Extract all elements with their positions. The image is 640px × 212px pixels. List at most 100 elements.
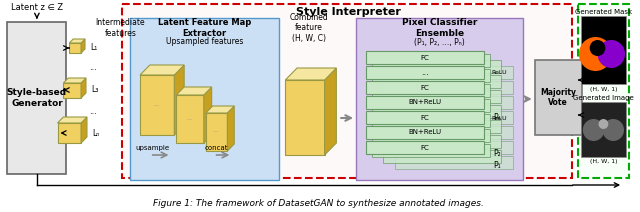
Text: ...: ... bbox=[186, 116, 192, 120]
Text: P₁: P₁ bbox=[493, 162, 501, 170]
Polygon shape bbox=[81, 78, 86, 98]
Polygon shape bbox=[206, 106, 234, 113]
Circle shape bbox=[583, 119, 604, 141]
FancyBboxPatch shape bbox=[372, 129, 490, 142]
FancyBboxPatch shape bbox=[396, 66, 513, 79]
Text: (H, W, 1): (H, W, 1) bbox=[589, 159, 617, 165]
FancyBboxPatch shape bbox=[383, 60, 501, 73]
Text: Generated Image: Generated Image bbox=[573, 95, 634, 101]
Text: P₂: P₂ bbox=[493, 148, 501, 158]
Text: ...: ... bbox=[420, 68, 429, 77]
FancyBboxPatch shape bbox=[383, 90, 501, 103]
FancyBboxPatch shape bbox=[366, 81, 484, 94]
Polygon shape bbox=[69, 43, 81, 53]
Circle shape bbox=[598, 40, 625, 68]
Text: FC: FC bbox=[420, 145, 429, 151]
Text: Latent Feature Map
Extractor: Latent Feature Map Extractor bbox=[158, 18, 252, 38]
Text: Majority
Vote: Majority Vote bbox=[540, 88, 576, 107]
Text: L₃: L₃ bbox=[91, 85, 99, 95]
Text: ReLU: ReLU bbox=[492, 116, 507, 120]
Text: FC: FC bbox=[420, 54, 429, 60]
Polygon shape bbox=[140, 65, 184, 75]
Text: ...: ... bbox=[89, 106, 97, 116]
FancyBboxPatch shape bbox=[372, 54, 490, 67]
Polygon shape bbox=[69, 39, 85, 43]
Polygon shape bbox=[58, 117, 87, 123]
FancyBboxPatch shape bbox=[366, 111, 484, 124]
Text: Style-based
Generator: Style-based Generator bbox=[7, 88, 67, 108]
Text: upsample: upsample bbox=[136, 145, 170, 151]
Text: concat: concat bbox=[205, 145, 228, 151]
Text: L₁: L₁ bbox=[90, 43, 97, 53]
Polygon shape bbox=[63, 83, 81, 98]
FancyBboxPatch shape bbox=[534, 60, 582, 135]
FancyBboxPatch shape bbox=[383, 120, 501, 133]
FancyBboxPatch shape bbox=[383, 135, 501, 148]
FancyBboxPatch shape bbox=[396, 156, 513, 169]
FancyBboxPatch shape bbox=[396, 141, 513, 154]
FancyBboxPatch shape bbox=[396, 126, 513, 139]
Polygon shape bbox=[176, 95, 204, 143]
Polygon shape bbox=[81, 39, 85, 53]
Text: FC: FC bbox=[420, 85, 429, 91]
Polygon shape bbox=[63, 78, 86, 83]
FancyBboxPatch shape bbox=[396, 111, 513, 124]
FancyBboxPatch shape bbox=[130, 18, 280, 180]
Polygon shape bbox=[204, 87, 212, 143]
Circle shape bbox=[598, 119, 609, 129]
Circle shape bbox=[589, 40, 605, 56]
Text: Latent z ∈ Z: Latent z ∈ Z bbox=[11, 4, 63, 13]
FancyBboxPatch shape bbox=[366, 141, 484, 154]
FancyBboxPatch shape bbox=[366, 126, 484, 139]
FancyBboxPatch shape bbox=[372, 99, 490, 112]
Text: FC: FC bbox=[420, 114, 429, 120]
FancyBboxPatch shape bbox=[122, 4, 572, 178]
Polygon shape bbox=[140, 75, 174, 135]
Text: (H, W, 1): (H, W, 1) bbox=[589, 86, 617, 92]
Text: BN+ReLU: BN+ReLU bbox=[408, 99, 442, 106]
Text: Generated Mask: Generated Mask bbox=[575, 9, 632, 15]
Polygon shape bbox=[176, 87, 212, 95]
Polygon shape bbox=[81, 117, 87, 143]
FancyBboxPatch shape bbox=[578, 4, 629, 178]
Text: Lₙ: Lₙ bbox=[92, 128, 99, 138]
Text: Upsampled features: Upsampled features bbox=[166, 38, 243, 46]
Text: Intermediate
features: Intermediate features bbox=[95, 18, 145, 38]
Polygon shape bbox=[227, 106, 234, 151]
FancyBboxPatch shape bbox=[372, 144, 490, 157]
FancyBboxPatch shape bbox=[383, 150, 501, 163]
FancyBboxPatch shape bbox=[366, 66, 484, 79]
FancyBboxPatch shape bbox=[8, 22, 67, 174]
FancyBboxPatch shape bbox=[372, 114, 490, 127]
FancyBboxPatch shape bbox=[366, 51, 484, 64]
Text: Pₙ: Pₙ bbox=[493, 113, 501, 123]
FancyBboxPatch shape bbox=[396, 81, 513, 94]
Text: Combined
feature
(H, W, C): Combined feature (H, W, C) bbox=[289, 13, 328, 43]
FancyBboxPatch shape bbox=[383, 75, 501, 88]
FancyBboxPatch shape bbox=[372, 84, 490, 97]
FancyBboxPatch shape bbox=[356, 18, 523, 180]
FancyBboxPatch shape bbox=[372, 69, 490, 82]
Polygon shape bbox=[324, 68, 337, 155]
Polygon shape bbox=[206, 113, 227, 151]
FancyBboxPatch shape bbox=[396, 96, 513, 109]
Text: ...: ... bbox=[89, 64, 97, 73]
FancyBboxPatch shape bbox=[581, 102, 626, 157]
Text: Figure 1: The framework of DatasetGAN to synthesize annotated images.: Figure 1: The framework of DatasetGAN to… bbox=[153, 199, 484, 208]
Text: ...: ... bbox=[154, 102, 159, 107]
Polygon shape bbox=[174, 65, 184, 135]
FancyBboxPatch shape bbox=[366, 96, 484, 109]
Circle shape bbox=[602, 119, 624, 141]
Text: ...: ... bbox=[212, 128, 219, 134]
Text: Pixel Classifier
Ensemble: Pixel Classifier Ensemble bbox=[402, 18, 477, 38]
Circle shape bbox=[579, 37, 612, 71]
Polygon shape bbox=[58, 123, 81, 143]
Text: (P₁, P₂, …, Pₙ): (P₁, P₂, …, Pₙ) bbox=[414, 38, 465, 46]
Polygon shape bbox=[285, 68, 337, 80]
Text: BN+ReLU: BN+ReLU bbox=[408, 130, 442, 135]
Text: Style Interpreter: Style Interpreter bbox=[296, 7, 401, 17]
FancyBboxPatch shape bbox=[383, 105, 501, 118]
Polygon shape bbox=[285, 80, 324, 155]
Text: ReLU: ReLU bbox=[492, 71, 507, 75]
FancyBboxPatch shape bbox=[581, 16, 626, 84]
